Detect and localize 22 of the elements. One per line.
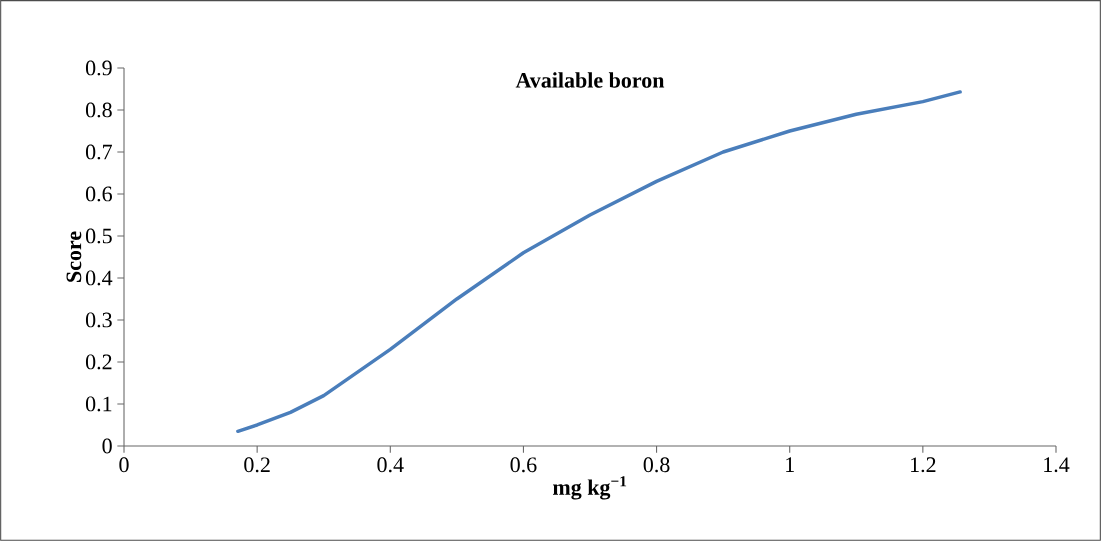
y-tick-label: 0 [102, 438, 112, 454]
x-tick-label: 1.2 [911, 457, 936, 473]
x-tick-label: 1 [786, 457, 794, 472]
y-tick-label: 0.7 [85, 144, 112, 160]
x-axis-title: mg kg$^{−1}$ [552, 476, 627, 500]
y-tick-label: 0.6 [85, 186, 112, 202]
y-tick-label: 0.2 [85, 354, 112, 370]
y-tick-label: 0.3 [85, 312, 112, 328]
chart-title: Available boron [515, 72, 665, 88]
x-tick-label: 0 [119, 457, 129, 473]
x-tick-label: 0.4 [377, 457, 404, 473]
y-tick-label: 0.4 [85, 270, 113, 286]
line-series [236, 90, 962, 434]
y-axis-title: Score [66, 231, 82, 282]
x-tick-label: 0.8 [643, 457, 670, 473]
x-tick-label: 0.6 [510, 457, 537, 473]
x-tick-label: 0.2 [244, 457, 270, 473]
y-tick-label: 0.1 [85, 396, 112, 412]
y-tick-label: 0.8 [85, 102, 112, 118]
y-tick-label: 0.5 [85, 228, 112, 244]
y-tick-label: 0.9 [85, 60, 112, 76]
x-tick-label: 1.4 [1044, 457, 1070, 473]
